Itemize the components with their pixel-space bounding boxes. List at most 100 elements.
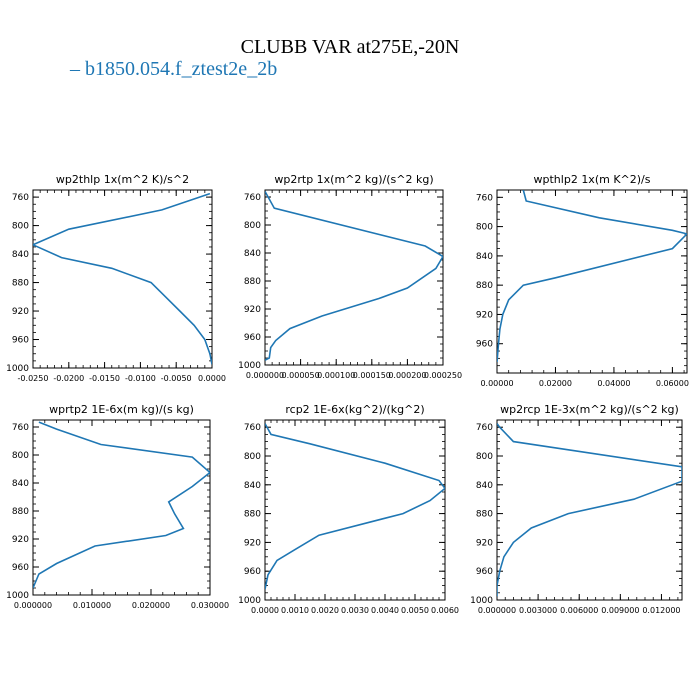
x-tick-label: 0.0020 bbox=[311, 606, 339, 615]
plot-frame bbox=[496, 419, 683, 601]
panel-wp2thlp: wp2thlp 1x(m^2 K)/s^2 760 800 840 880 920 960 1… bbox=[6, 173, 226, 383]
y-tick-label: 960 bbox=[12, 563, 29, 573]
panel-title: wp2rcp 1E-3x(m^2 kg)/(s^2 kg) bbox=[500, 403, 679, 416]
plot-frame bbox=[32, 419, 211, 596]
x-tick-label: -0.0100 bbox=[125, 374, 156, 383]
plot-frame bbox=[264, 189, 444, 366]
series-line bbox=[497, 190, 687, 363]
x-tick-label: 0.030000 bbox=[191, 601, 229, 610]
y-tick-label: 920 bbox=[12, 535, 29, 545]
series-line bbox=[33, 421, 210, 589]
y-tick-label: 760 bbox=[476, 423, 493, 433]
x-tick-label: -0.0200 bbox=[53, 374, 84, 383]
x-tick-label: 0.04000 bbox=[597, 379, 630, 388]
panel-title: wp2thlp 1x(m^2 K)/s^2 bbox=[56, 173, 189, 186]
x-tick-label: 0.0030 bbox=[341, 606, 369, 615]
y-tick-label: 800 bbox=[244, 221, 261, 231]
y-tick-label: 800 bbox=[12, 451, 29, 461]
x-tick-label: 0.0050 bbox=[401, 606, 429, 615]
legend-line-marker: – bbox=[70, 58, 80, 80]
y-tick-label: 880 bbox=[476, 281, 493, 291]
y-tick-label: 800 bbox=[244, 452, 261, 462]
series-line bbox=[33, 192, 212, 365]
y-tick-label: 920 bbox=[476, 538, 493, 548]
panel-wp2rcp: wp2rcp 1E-3x(m^2 kg)/(s^2 kg) 760 800 840 88… bbox=[470, 403, 683, 615]
y-tick-label: 960 bbox=[244, 333, 261, 343]
y-tick-label: 760 bbox=[12, 423, 29, 433]
plot-frame bbox=[264, 419, 446, 601]
x-tick-label: 0.0000 bbox=[198, 374, 226, 383]
series-line bbox=[265, 423, 445, 590]
x-tick-label: 0.06000 bbox=[656, 379, 689, 388]
y-tick-label: 960 bbox=[244, 567, 261, 577]
x-tick-label: -0.0250 bbox=[18, 374, 49, 383]
x-tick-label: 0.000100 bbox=[317, 371, 355, 380]
panel-title: rcp2 1E-6x(kg^2)/(kg^2) bbox=[285, 403, 424, 416]
x-tick-label: 0.003000 bbox=[519, 606, 557, 615]
y-tick-label: 880 bbox=[244, 510, 261, 520]
y-tick-label: 960 bbox=[476, 567, 493, 577]
x-tick-label: 0.010000 bbox=[73, 601, 111, 610]
x-tick-label: -0.0150 bbox=[89, 374, 120, 383]
x-tick-label: 0.0060 bbox=[431, 606, 459, 615]
plot-frame bbox=[32, 189, 213, 369]
x-tick-label: 0.000000 bbox=[246, 371, 284, 380]
x-tick-label: -0.0050 bbox=[161, 374, 192, 383]
y-tick-label: 920 bbox=[12, 307, 29, 317]
x-tick-label: 0.009000 bbox=[601, 606, 639, 615]
y-tick-label: 840 bbox=[12, 250, 29, 260]
panel-rcp2: rcp2 1E-6x(kg^2)/(kg^2) 760 800 840 880 920 96… bbox=[238, 403, 459, 615]
panel-wpthlp2: wpthlp2 1x(m K^2)/s 760 800 840 880 920 960 0.0… bbox=[476, 173, 689, 388]
y-tick-label: 960 bbox=[12, 336, 29, 346]
y-tick-label: 760 bbox=[244, 423, 261, 433]
y-tick-label: 1000 bbox=[6, 364, 29, 374]
y-tick-label: 920 bbox=[476, 310, 493, 320]
x-tick-label: 0.00000 bbox=[480, 379, 513, 388]
y-tick-label: 1000 bbox=[238, 596, 261, 606]
x-tick-label: 0.000000 bbox=[14, 601, 52, 610]
y-tick-label: 920 bbox=[244, 538, 261, 548]
x-tick-label: 0.000250 bbox=[424, 371, 462, 380]
y-tick-label: 1000 bbox=[238, 361, 261, 371]
y-tick-label: 840 bbox=[12, 479, 29, 489]
y-tick-label: 1000 bbox=[470, 596, 493, 606]
legend: – b1850.054.f_ztest2e_2b bbox=[70, 58, 277, 81]
y-tick-label: 800 bbox=[476, 223, 493, 233]
y-tick-label: 840 bbox=[476, 481, 493, 491]
panel-wprtp2: wprtp2 1E-6x(m kg)/(s kg) 760 800 840 880 920… bbox=[6, 403, 229, 610]
x-tick-label: 0.02000 bbox=[539, 379, 572, 388]
y-tick-label: 760 bbox=[244, 193, 261, 203]
y-tick-label: 800 bbox=[12, 222, 29, 232]
x-tick-label: 0.000150 bbox=[353, 371, 391, 380]
series-line bbox=[497, 423, 682, 597]
panel-title: wpthlp2 1x(m K^2)/s bbox=[534, 173, 651, 186]
y-tick-label: 880 bbox=[12, 279, 29, 289]
x-tick-label: 0.0000 bbox=[251, 606, 279, 615]
x-tick-label: 0.0040 bbox=[371, 606, 399, 615]
x-tick-label: 0.006000 bbox=[560, 606, 598, 615]
panel-wp2rtp: wp2rtp 1x(m^2 kg)/(s^2 kg) 760 800 840 880 92… bbox=[238, 173, 462, 380]
y-tick-label: 840 bbox=[244, 249, 261, 259]
y-tick-label: 920 bbox=[244, 305, 261, 315]
x-tick-label: 0.012000 bbox=[642, 606, 680, 615]
y-tick-label: 800 bbox=[476, 452, 493, 462]
y-tick-label: 760 bbox=[476, 193, 493, 203]
figure-title: CLUBB VAR at275E,-20N bbox=[240, 36, 460, 58]
x-tick-label: 0.000050 bbox=[282, 371, 320, 380]
x-tick-label: 0.0010 bbox=[281, 606, 309, 615]
x-tick-label: 0.000000 bbox=[478, 606, 516, 615]
legend-label: b1850.054.f_ztest2e_2b bbox=[85, 58, 278, 80]
series-line bbox=[265, 191, 443, 361]
y-tick-label: 880 bbox=[244, 277, 261, 287]
x-tick-label: 0.000200 bbox=[388, 371, 426, 380]
y-tick-label: 840 bbox=[244, 481, 261, 491]
panel-title: wp2rtp 1x(m^2 kg)/(s^2 kg) bbox=[274, 173, 433, 186]
y-tick-label: 760 bbox=[12, 193, 29, 203]
y-tick-label: 880 bbox=[476, 510, 493, 520]
y-tick-label: 960 bbox=[476, 340, 493, 350]
panel-title: wprtp2 1E-6x(m kg)/(s kg) bbox=[49, 403, 194, 416]
y-tick-label: 1000 bbox=[6, 591, 29, 601]
y-tick-label: 840 bbox=[476, 252, 493, 262]
plot-frame bbox=[496, 189, 688, 374]
